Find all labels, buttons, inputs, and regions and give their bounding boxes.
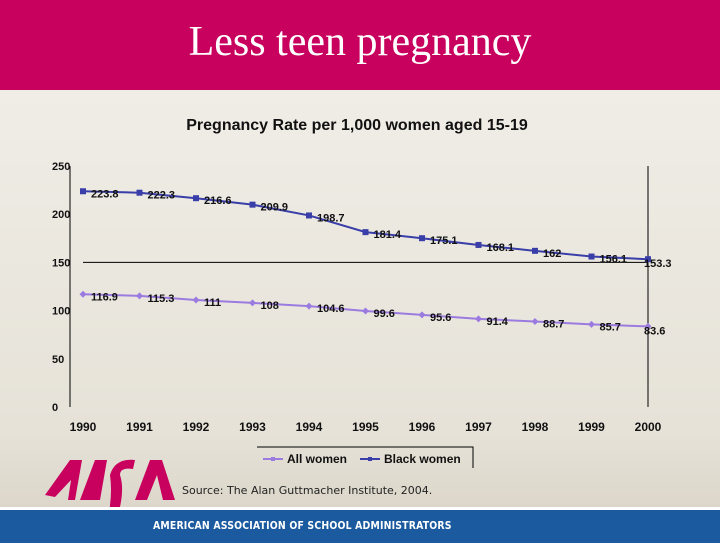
data-label: 162 xyxy=(543,248,561,260)
data-point xyxy=(418,311,426,319)
data-label: 168.1 xyxy=(487,242,515,254)
data-point xyxy=(192,296,200,304)
y-tick-label: 0 xyxy=(52,402,58,414)
data-label: 222.3 xyxy=(148,190,176,202)
data-label: 156.1 xyxy=(600,254,628,266)
chart-title: Pregnancy Rate per 1,000 women aged 15-1… xyxy=(186,117,528,134)
x-tick-label: 1990 xyxy=(70,420,97,434)
data-label: 209.9 xyxy=(261,202,289,214)
data-point xyxy=(588,253,595,260)
data-point xyxy=(249,299,256,307)
legend-marker xyxy=(368,457,372,461)
x-tick-label: 1995 xyxy=(352,420,379,434)
y-tick-label: 100 xyxy=(52,306,70,318)
data-point xyxy=(193,195,199,202)
data-label: 116.9 xyxy=(91,291,118,303)
data-point xyxy=(362,307,369,315)
x-tick-label: 1991 xyxy=(126,420,153,434)
legend-label: Black women xyxy=(384,452,461,466)
data-label: 99.6 xyxy=(374,308,395,320)
data-label: 198.7 xyxy=(317,212,345,224)
data-point xyxy=(362,229,369,236)
y-tick-label: 200 xyxy=(52,209,70,221)
data-label: 181.4 xyxy=(374,229,402,241)
data-label: 111 xyxy=(204,297,221,309)
data-label: 104.6 xyxy=(317,303,345,315)
x-tick-label: 1994 xyxy=(296,420,323,434)
data-label: 85.7 xyxy=(600,321,621,333)
data-point xyxy=(249,201,256,208)
slide-header: Less teen pregnancy xyxy=(0,0,720,90)
legend-border xyxy=(257,446,474,468)
legend-marker xyxy=(271,457,275,461)
data-label: 108 xyxy=(261,300,279,312)
data-point xyxy=(588,320,595,328)
data-label: 91.4 xyxy=(487,316,509,328)
data-point xyxy=(645,256,651,263)
data-label: 216.6 xyxy=(204,195,232,207)
data-label: 115.3 xyxy=(148,293,175,305)
x-tick-label: 1997 xyxy=(465,420,492,434)
data-label: 223.8 xyxy=(91,188,119,200)
data-label: 95.6 xyxy=(430,312,451,324)
data-label: 153.3 xyxy=(644,258,672,270)
y-tick-label: 250 xyxy=(52,161,70,173)
data-point xyxy=(475,315,482,323)
x-tick-label: 1998 xyxy=(522,420,549,434)
source-note: Source: The Alan Guttmacher Institute, 2… xyxy=(182,484,433,497)
aasa-logo xyxy=(45,459,175,527)
legend-label: All women xyxy=(287,452,347,466)
data-point xyxy=(475,241,482,248)
x-tick-label: 1992 xyxy=(183,420,210,434)
data-point xyxy=(531,317,539,325)
x-tick-label: 1996 xyxy=(409,420,436,434)
data-label: 88.7 xyxy=(543,318,564,330)
y-tick-label: 150 xyxy=(52,257,70,269)
x-tick-label: 2000 xyxy=(635,420,662,434)
data-point xyxy=(644,322,652,330)
data-point xyxy=(419,235,425,242)
data-point xyxy=(79,290,87,298)
slide-title: Less teen pregnancy xyxy=(188,19,532,65)
data-point xyxy=(305,302,313,310)
x-tick-label: 1999 xyxy=(578,420,605,434)
x-tick-label: 1993 xyxy=(239,420,266,434)
data-point xyxy=(306,212,312,219)
data-point xyxy=(136,292,143,300)
organization-name: AMERICAN ASSOCIATION OF SCHOOL ADMINISTR… xyxy=(153,519,452,532)
data-label: 83.6 xyxy=(644,325,665,337)
y-tick-label: 50 xyxy=(52,354,64,366)
data-label: 175.1 xyxy=(430,235,458,247)
data-point xyxy=(136,189,143,196)
data-point xyxy=(80,188,86,195)
footer-bar: AMERICAN ASSOCIATION OF SCHOOL ADMINISTR… xyxy=(0,507,720,543)
data-point xyxy=(532,247,538,254)
